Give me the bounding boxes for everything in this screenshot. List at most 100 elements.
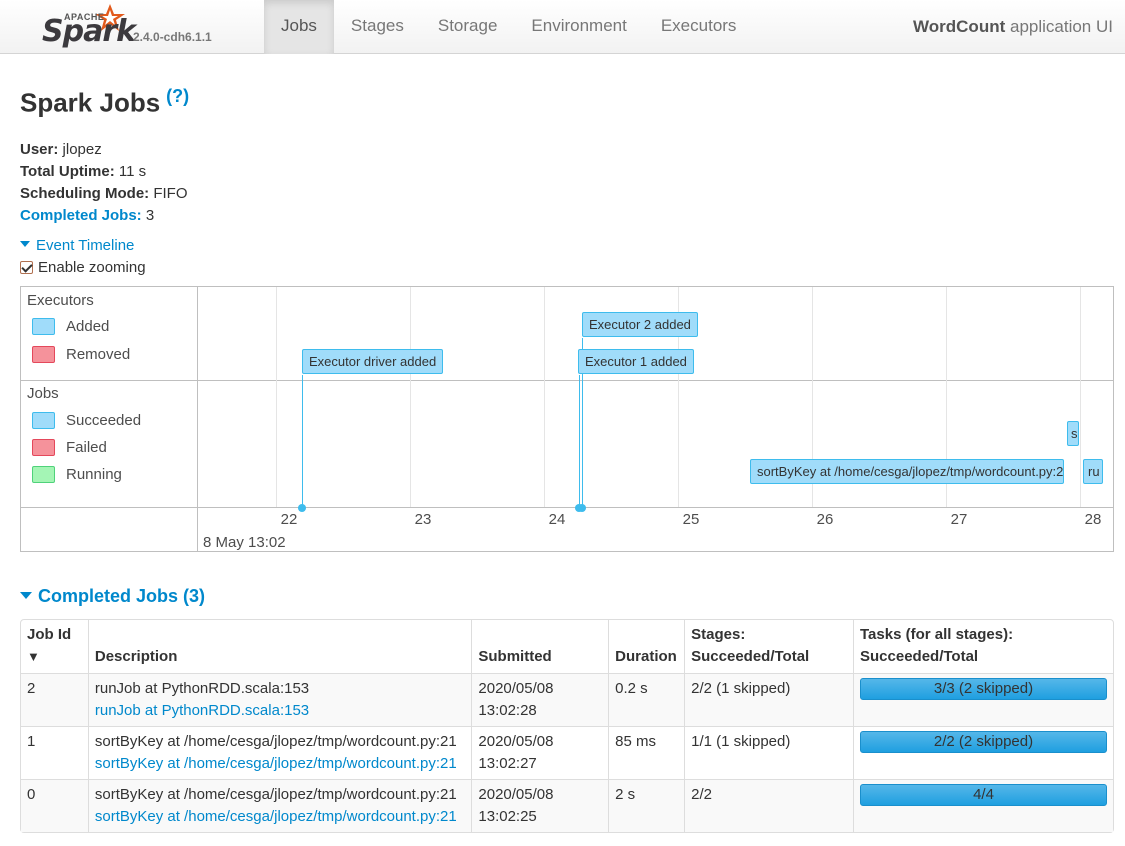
executor-driver-added-event[interactable]: Executor driver added	[302, 349, 444, 374]
job-duration: 85 ms	[608, 726, 685, 779]
job-description: sortByKey at /home/cesga/jlopez/tmp/word…	[87, 726, 472, 779]
job-id: 1	[21, 726, 88, 779]
tab-executors[interactable]: Executors	[660, 16, 737, 35]
app-title: WordCount application UI	[913, 17, 1113, 37]
legend-added: Added	[32, 318, 109, 335]
spark-version: 2.4.0-cdh6.1.1	[133, 30, 212, 44]
job-summary: User: jlopez Total Uptime: 11 s Scheduli…	[20, 139, 188, 227]
group-separator	[21, 380, 1113, 381]
event-timeline[interactable]: Executors Added Removed Jobs Succeeded F…	[20, 286, 1114, 552]
job-link[interactable]: sortByKey at /home/cesga/jlopez/tmp/word…	[94, 808, 457, 825]
summary-uptime: Total Uptime: 11 s	[20, 163, 147, 180]
caret-down-icon	[20, 591, 32, 599]
executors-group-title: Executors	[27, 292, 94, 309]
job-tasks: 4/4	[853, 779, 1113, 832]
brand-word: Spark	[42, 14, 136, 49]
timeline-plot[interactable]: 22 23 24 25 26 27 28 8 May 13:02 Executo…	[199, 287, 1113, 551]
tab-storage[interactable]: Storage	[437, 16, 498, 35]
job-link[interactable]: sortByKey at /home/cesga/jlopez/tmp/word…	[94, 755, 457, 772]
gridline	[678, 287, 679, 507]
spark-logo[interactable]: APACHE Spark	[40, 2, 140, 50]
axis-tick: 25	[682, 511, 700, 528]
gridline	[276, 287, 277, 507]
axis-tick: 26	[816, 511, 834, 528]
gridline	[812, 287, 813, 507]
axis-separator	[21, 507, 1113, 508]
event-line	[302, 375, 303, 507]
col-description[interactable]: Description	[87, 620, 472, 673]
event-line	[582, 338, 583, 507]
legend-succeeded: Succeeded	[32, 412, 141, 429]
axis-tick: 28	[1084, 511, 1102, 528]
gridline	[410, 287, 411, 507]
enable-zooming-checkbox[interactable]	[20, 261, 33, 274]
legend-removed: Removed	[32, 346, 130, 363]
job-description: runJob at PythonRDD.scala:153 runJob at P…	[87, 673, 472, 726]
event-line	[579, 375, 580, 507]
enable-zooming-label: Enable zooming	[38, 259, 146, 276]
job-tasks: 3/3 (2 skipped)	[853, 673, 1113, 726]
failed-swatch	[32, 439, 55, 456]
tab-jobs[interactable]: Jobs	[264, 0, 334, 54]
tab-environment[interactable]: Environment	[531, 16, 627, 35]
summary-completed-jobs: Completed Jobs: 3	[20, 207, 155, 224]
axis-major-label: 8 May 13:02	[203, 534, 286, 551]
col-tasks[interactable]: Tasks (for all stages): Succeeded/Total	[853, 620, 1113, 673]
axis-tick: 27	[950, 511, 968, 528]
spark-logo-icon	[95, 4, 125, 31]
removed-swatch	[32, 346, 55, 363]
completed-jobs-link[interactable]: Completed Jobs:	[20, 207, 142, 224]
timeline-legend-panel: Executors Added Removed Jobs Succeeded F…	[21, 287, 198, 551]
page-title: Spark Jobs (?)	[20, 86, 189, 119]
top-navbar: APACHE Spark 2.4.0-cdh6.1.1 Jobs Stages …	[0, 0, 1125, 54]
job-stages: 2/2 (1 skipped)	[684, 673, 853, 726]
axis-tick: 24	[548, 511, 566, 528]
col-stages[interactable]: Stages: Succeeded/Total	[684, 620, 853, 673]
jobs-group-title: Jobs	[27, 385, 59, 402]
table-row: 0 sortByKey at /home/cesga/jlopez/tmp/wo…	[21, 779, 1113, 832]
task-progress-bar: 4/4	[860, 784, 1107, 806]
executor-1-added-event[interactable]: Executor 1 added	[578, 349, 694, 374]
executor-2-added-event[interactable]: Executor 2 added	[582, 312, 698, 337]
job-stages: 2/2	[684, 779, 853, 832]
added-swatch	[32, 318, 55, 335]
col-job-id[interactable]: Job Id ▼	[27, 626, 72, 664]
job-submitted: 2020/05/08 13:02:27	[471, 726, 609, 779]
job-link[interactable]: runJob at PythonRDD.scala:153	[94, 702, 310, 719]
job-2-event[interactable]: ru	[1083, 459, 1103, 484]
event-dot	[298, 504, 306, 512]
completed-jobs-toggle[interactable]: Completed Jobs (3)	[20, 586, 205, 607]
job-1-event[interactable]: s	[1067, 421, 1079, 446]
event-timeline-toggle[interactable]: Event Timeline	[20, 237, 134, 254]
summary-scheduling-mode: Scheduling Mode: FIFO	[20, 185, 188, 202]
summary-user: User: jlopez	[20, 141, 102, 158]
page-title-text: Spark Jobs	[20, 87, 161, 118]
axis-tick: 22	[280, 511, 298, 528]
job-submitted: 2020/05/08 13:02:28	[471, 673, 609, 726]
gridline	[1080, 287, 1081, 507]
legend-failed: Failed	[32, 439, 107, 456]
job-duration: 2 s	[608, 779, 685, 832]
running-swatch	[32, 466, 55, 483]
job-tasks: 2/2 (2 skipped)	[853, 726, 1113, 779]
legend-running: Running	[32, 466, 122, 483]
job-id: 0	[21, 779, 88, 832]
app-suffix: application UI	[1009, 17, 1113, 36]
tab-stages[interactable]: Stages	[350, 16, 404, 35]
sort-desc-icon: ▼	[27, 649, 40, 664]
brand-super: APACHE	[64, 12, 105, 22]
job-0-event[interactable]: sortByKey at /home/cesga/jlopez/tmp/word…	[750, 459, 1064, 484]
task-progress-bar: 3/3 (2 skipped)	[860, 678, 1107, 700]
task-progress-bar: 2/2 (2 skipped)	[860, 731, 1107, 753]
col-duration[interactable]: Duration	[608, 620, 684, 673]
event-dot	[575, 504, 583, 512]
job-description: sortByKey at /home/cesga/jlopez/tmp/word…	[87, 779, 472, 832]
zoom-toggle[interactable]: Enable zooming	[20, 259, 146, 276]
gridline	[544, 287, 545, 507]
help-link[interactable]: (?)	[166, 86, 190, 106]
col-submitted[interactable]: Submitted	[471, 620, 608, 673]
nav-tabs: Jobs Stages Storage Environment Executor…	[264, 0, 753, 54]
axis-tick: 23	[414, 511, 432, 528]
gridline	[946, 287, 947, 507]
caret-down-icon	[20, 241, 30, 248]
